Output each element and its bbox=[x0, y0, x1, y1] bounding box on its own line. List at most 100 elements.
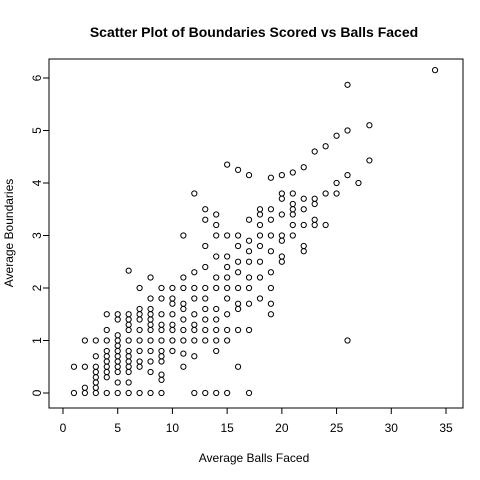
data-point bbox=[158, 295, 165, 302]
data-point bbox=[267, 311, 275, 318]
data-point bbox=[92, 368, 99, 376]
data-point bbox=[147, 337, 154, 344]
data-point bbox=[256, 274, 264, 281]
data-point bbox=[234, 326, 242, 334]
data-point bbox=[136, 316, 143, 323]
data-point bbox=[224, 389, 231, 397]
data-point bbox=[202, 337, 209, 344]
x-tick-label: 15 bbox=[220, 421, 234, 435]
data-point bbox=[224, 311, 231, 318]
data-point bbox=[92, 363, 99, 370]
data-point bbox=[114, 358, 121, 365]
data-point bbox=[311, 200, 318, 208]
data-point bbox=[224, 284, 231, 292]
data-point bbox=[191, 295, 198, 302]
data-point bbox=[180, 284, 187, 292]
data-point bbox=[311, 148, 318, 155]
data-point bbox=[202, 326, 209, 334]
data-point bbox=[158, 353, 165, 360]
data-point bbox=[322, 143, 329, 150]
x-axis: 0 5 10 15 20 25 30 35 bbox=[60, 407, 453, 435]
data-point bbox=[114, 368, 121, 376]
data-point bbox=[322, 190, 329, 197]
data-point bbox=[191, 389, 198, 397]
data-point bbox=[202, 263, 209, 271]
data-point bbox=[169, 347, 176, 355]
data-point bbox=[344, 172, 351, 179]
data-point bbox=[125, 379, 132, 386]
data-point bbox=[125, 389, 132, 397]
data-point bbox=[224, 274, 231, 281]
x-tick-label: 20 bbox=[275, 421, 289, 435]
x-tick-label: 25 bbox=[330, 421, 344, 435]
data-point bbox=[267, 284, 275, 292]
data-point bbox=[114, 363, 121, 370]
data-point bbox=[202, 206, 209, 213]
data-point bbox=[180, 363, 187, 370]
data-point bbox=[103, 353, 110, 360]
data-point bbox=[169, 337, 176, 344]
data-point bbox=[147, 368, 154, 376]
data-point bbox=[245, 258, 253, 265]
data-point bbox=[289, 206, 296, 213]
data-point bbox=[158, 358, 165, 365]
data-point bbox=[245, 216, 253, 223]
x-tick-label: 10 bbox=[166, 421, 180, 435]
data-point bbox=[256, 211, 264, 218]
data-point bbox=[92, 337, 99, 344]
data-point bbox=[355, 179, 362, 187]
data-point bbox=[136, 337, 143, 344]
data-point bbox=[147, 305, 154, 313]
data-point bbox=[213, 316, 220, 323]
data-point bbox=[213, 389, 220, 397]
data-point bbox=[136, 347, 143, 355]
data-point bbox=[114, 337, 121, 344]
y-axis: 0 1 2 3 4 5 6 bbox=[30, 74, 50, 396]
data-point bbox=[180, 300, 187, 307]
data-point bbox=[103, 358, 110, 365]
data-point bbox=[245, 300, 253, 307]
data-point bbox=[103, 337, 110, 344]
data-point bbox=[125, 326, 132, 334]
data-point bbox=[169, 311, 176, 318]
data-point bbox=[191, 326, 198, 334]
data-point bbox=[147, 295, 154, 302]
data-point bbox=[300, 248, 307, 255]
data-point bbox=[114, 311, 121, 318]
x-tick-label: 0 bbox=[60, 421, 67, 435]
data-point bbox=[92, 353, 99, 360]
data-point bbox=[224, 295, 231, 302]
y-tick-label: 6 bbox=[30, 74, 44, 81]
data-point bbox=[158, 326, 165, 334]
data-point bbox=[180, 274, 187, 281]
data-point bbox=[136, 326, 143, 334]
data-point bbox=[158, 389, 165, 397]
data-point bbox=[158, 347, 165, 355]
data-point bbox=[213, 211, 220, 218]
data-point bbox=[191, 284, 198, 292]
data-point bbox=[289, 211, 296, 218]
data-point bbox=[92, 389, 99, 397]
data-point bbox=[300, 195, 307, 202]
data-point bbox=[322, 221, 329, 229]
data-point bbox=[245, 237, 253, 244]
data-point bbox=[114, 342, 121, 349]
data-point bbox=[158, 337, 165, 344]
data-point bbox=[289, 232, 296, 239]
data-point bbox=[92, 374, 99, 381]
data-point bbox=[245, 389, 253, 397]
data-point bbox=[103, 389, 110, 397]
data-point bbox=[333, 132, 340, 139]
data-point bbox=[158, 284, 165, 292]
data-point bbox=[213, 326, 220, 334]
data-point bbox=[136, 305, 143, 313]
data-point bbox=[213, 337, 220, 344]
data-point bbox=[81, 389, 88, 397]
data-point bbox=[333, 179, 340, 187]
data-point bbox=[103, 368, 110, 376]
data-point bbox=[333, 190, 340, 197]
data-point bbox=[234, 269, 242, 276]
data-point bbox=[366, 122, 373, 129]
data-point bbox=[169, 326, 176, 334]
data-point bbox=[125, 316, 132, 323]
